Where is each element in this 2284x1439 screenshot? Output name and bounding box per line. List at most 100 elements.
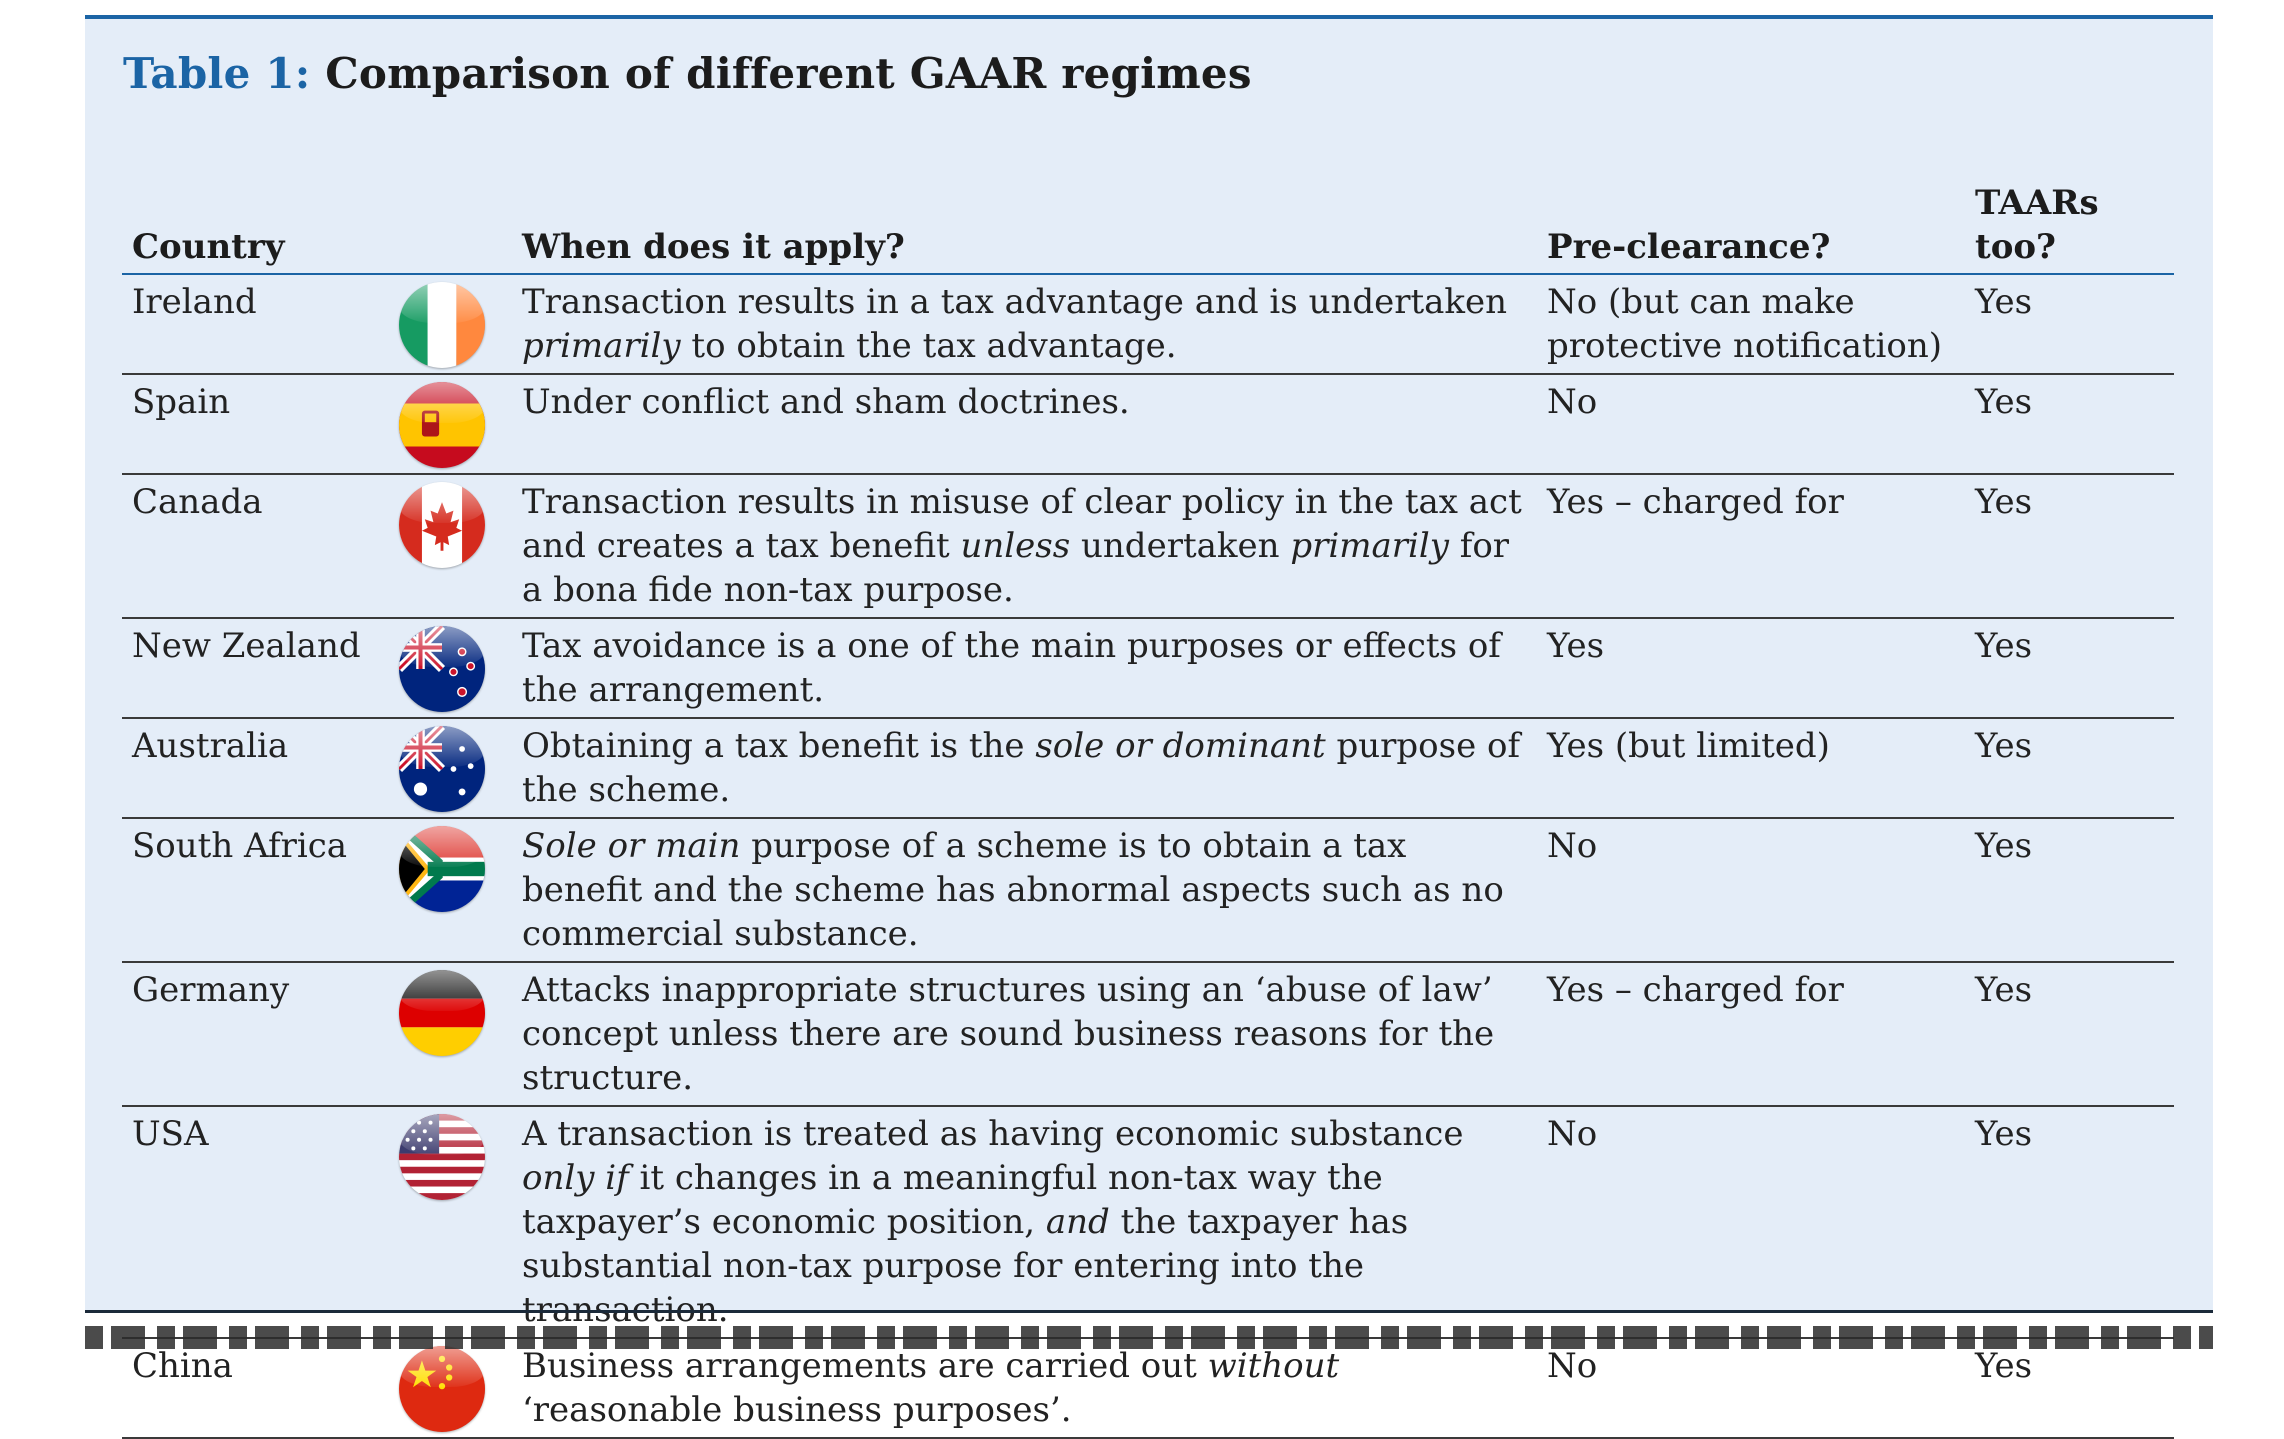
country-cell: China <box>122 1338 372 1439</box>
description-text: Obtaining a tax benefit is the <box>522 726 1036 766</box>
table-body: Ireland Transaction results in a tax adva… <box>122 274 2174 1439</box>
table-title-text: Comparison of different GAAR regimes <box>325 49 1252 98</box>
emphasis-text: only if <box>522 1158 629 1198</box>
south-africa-flag-icon <box>399 826 485 912</box>
country-cell: Canada <box>122 474 372 619</box>
taars-cell: Yes <box>1965 374 2174 475</box>
emphasis-text: primarily <box>522 326 681 366</box>
description-text: Attacks inappropriate structures using a… <box>522 970 1495 1098</box>
gaar-comparison-table: Country When does it apply? Pre-clearanc… <box>122 167 2174 1439</box>
description-text: to obtain the tax advantage. <box>680 326 1177 366</box>
table-row: USA A transaction is treated as having ec… <box>122 1106 2174 1339</box>
emphasis-text: sole or dominant <box>1035 726 1326 766</box>
header-country: Country <box>122 167 372 275</box>
description-text: Business arrangements are carried out <box>522 1346 1208 1386</box>
table-row: Germany Attacks inappropriate structures … <box>122 962 2174 1107</box>
pre-clearance-cell: No <box>1537 818 1965 963</box>
when-applies-cell: Business arrangements are carried out wi… <box>512 1338 1537 1439</box>
country-cell: New Zealand <box>122 618 372 719</box>
header-taars: TAARs too? <box>1965 167 2174 275</box>
table-panel: Table 1: Comparison of different GAAR re… <box>85 15 2213 1439</box>
emphasis-text: primarily <box>1290 526 1449 566</box>
flag-cell <box>372 718 512 819</box>
when-applies-cell: Sole or main purpose of a scheme is to o… <box>512 818 1537 963</box>
taars-cell: Yes <box>1965 962 2174 1107</box>
description-text: it changes in a meaningful non-tax way t… <box>522 1158 1383 1242</box>
country-cell: South Africa <box>122 818 372 963</box>
when-applies-cell: Obtaining a tax benefit is the sole or d… <box>512 718 1537 819</box>
emphasis-text: Sole or main <box>522 826 741 866</box>
pre-clearance-cell: Yes – charged for <box>1537 962 1965 1107</box>
emphasis-text: and <box>1045 1202 1110 1242</box>
pre-clearance-cell: Yes <box>1537 618 1965 719</box>
description-text: Under conflict and sham doctrines. <box>522 382 1130 422</box>
header-pre-clearance: Pre-clearance? <box>1537 167 1965 275</box>
flag-cell <box>372 818 512 963</box>
emphasis-text: unless <box>960 526 1071 566</box>
flag-cell <box>372 962 512 1107</box>
cutoff-body-text <box>85 1322 2213 1349</box>
flag-cell <box>372 474 512 619</box>
table-row: Canada Transaction results in misuse of c… <box>122 474 2174 619</box>
table-row: Spain Under conflict and sham doctrines. N… <box>122 374 2174 475</box>
country-cell: Ireland <box>122 274 372 375</box>
ireland-flag-icon <box>399 282 485 368</box>
when-applies-cell: Under conflict and sham doctrines. <box>512 374 1537 475</box>
germany-flag-icon <box>399 970 485 1056</box>
country-cell: USA <box>122 1106 372 1339</box>
pre-clearance-cell: No (but can make protective notification… <box>1537 274 1965 375</box>
description-text: purpose of the scheme. <box>522 726 1521 810</box>
when-applies-cell: A transaction is treated as having econo… <box>512 1106 1537 1339</box>
when-applies-cell: Transaction results in misuse of clear p… <box>512 474 1537 619</box>
flag-cell <box>372 1106 512 1339</box>
china-flag-icon <box>399 1346 485 1432</box>
usa-flag-icon <box>399 1114 485 1200</box>
taars-cell: Yes <box>1965 818 2174 963</box>
flag-cell <box>372 274 512 375</box>
pre-clearance-cell: No <box>1537 1106 1965 1339</box>
taars-cell: Yes <box>1965 274 2174 375</box>
table-row: South Africa Sole or main purpose of a sc… <box>122 818 2174 963</box>
flag-cell <box>372 374 512 475</box>
description-text: purpose of a scheme is to obtain a tax b… <box>522 826 1504 954</box>
bottom-divider <box>85 1310 2213 1313</box>
flag-cell <box>372 618 512 719</box>
flag-cell <box>372 1338 512 1439</box>
taars-cell: Yes <box>1965 474 2174 619</box>
country-cell: Germany <box>122 962 372 1107</box>
pre-clearance-cell: Yes – charged for <box>1537 474 1965 619</box>
table-title: Table 1: Comparison of different GAAR re… <box>123 49 1252 98</box>
description-text: undertaken <box>1070 526 1291 566</box>
canada-flag-icon <box>399 482 485 568</box>
description-text: A transaction is treated as having econo… <box>522 1114 1464 1154</box>
table-row: China Business arrangements are carried o… <box>122 1338 2174 1439</box>
emphasis-text: without <box>1207 1346 1340 1386</box>
pre-clearance-cell: Yes (but limited) <box>1537 718 1965 819</box>
when-applies-cell: Tax avoidance is a one of the main purpo… <box>512 618 1537 719</box>
description-text: Transaction results in a tax advantage a… <box>522 282 1508 322</box>
taars-cell: Yes <box>1965 618 2174 719</box>
when-applies-cell: Transaction results in a tax advantage a… <box>512 274 1537 375</box>
description-text: for a bona fide non-tax purpose. <box>522 526 1510 610</box>
spain-flag-icon <box>399 382 485 468</box>
country-cell: Spain <box>122 374 372 475</box>
australia-flag-icon <box>399 726 485 812</box>
description-text: Transaction results in misuse of clear p… <box>522 482 1522 566</box>
description-text: Tax avoidance is a one of the main purpo… <box>522 626 1501 710</box>
header-flag <box>372 167 512 275</box>
table-number-label: Table 1: <box>123 49 311 98</box>
country-cell: Australia <box>122 718 372 819</box>
header-when: When does it apply? <box>512 167 1537 275</box>
when-applies-cell: Attacks inappropriate structures using a… <box>512 962 1537 1107</box>
table-row: Ireland Transaction results in a tax adva… <box>122 274 2174 375</box>
table-row: New Zealand Tax avoidance is a one of the… <box>122 618 2174 719</box>
taars-cell: Yes <box>1965 1338 2174 1439</box>
taars-cell: Yes <box>1965 718 2174 819</box>
taars-cell: Yes <box>1965 1106 2174 1339</box>
table-header-row: Country When does it apply? Pre-clearanc… <box>122 167 2174 275</box>
pre-clearance-cell: No <box>1537 374 1965 475</box>
new-zealand-flag-icon <box>399 626 485 712</box>
pre-clearance-cell: No <box>1537 1338 1965 1439</box>
description-text: ‘reasonable business purposes’. <box>522 1390 1072 1430</box>
table-row: Australia Obtaining a tax benefit is the … <box>122 718 2174 819</box>
